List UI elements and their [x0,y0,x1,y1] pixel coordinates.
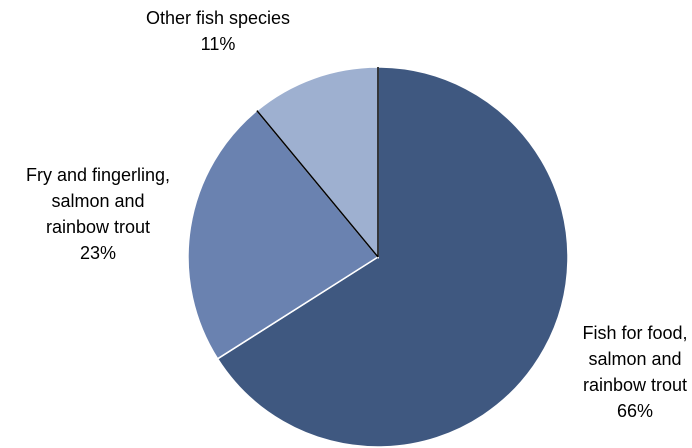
slice-edge-other-start [256,110,379,258]
slice-percent-label: 66% [617,401,653,421]
pie-slices [187,66,569,448]
slice-name-line: rainbow trout [583,375,687,395]
slice-name-line: Fish for food, [582,323,687,343]
slice-name-line: salmon and [51,191,144,211]
slice-name-line: Other fish species [146,8,290,28]
slice-name-line: rainbow trout [46,217,150,237]
slice-fish-for-food [216,66,569,448]
label-other-fish-species: Other fish species 11% [146,8,290,54]
label-fry-and-fingerling: Fry and fingerling, salmon and rainbow tro… [26,165,170,263]
slice-name-line: Fry and fingerling, [26,165,170,185]
pie-labels: Fish for food, salmon and rainbow trout 66%… [26,8,688,421]
label-fish-for-food: Fish for food, salmon and rainbow trout 66% [582,323,687,421]
slice-percent-label: 23% [80,243,116,263]
slice-name-line: salmon and [588,349,681,369]
slice-percent-label: 11% [201,34,236,54]
slice-other-fish-species [255,66,379,260]
slice-fry-and-fingerling [187,109,380,360]
